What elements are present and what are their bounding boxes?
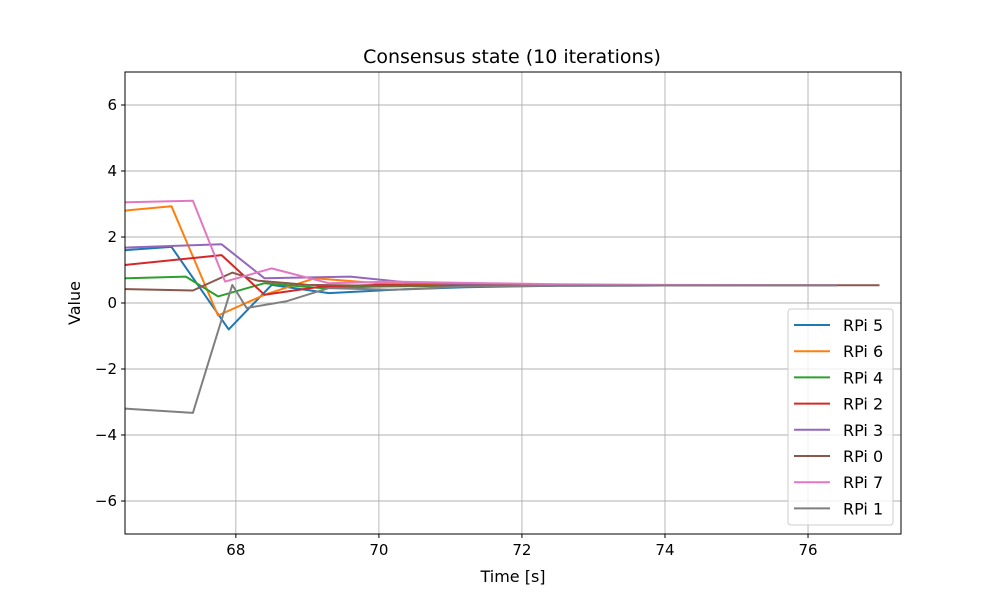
x-tick-label: 72 (512, 541, 531, 559)
legend-label: RPi 5 (843, 316, 883, 335)
series-lines (124, 199, 880, 414)
legend-label: RPi 7 (843, 473, 883, 492)
x-axis-label: Time [s] (479, 567, 545, 586)
y-tick-label: −4 (95, 426, 117, 444)
legend: RPi 5 RPi 6 RPi 4 RPi 2 RPi 3 RPi 0 RPi 7 RPi 1 (787, 308, 894, 526)
legend-label: RPi 0 (843, 447, 883, 466)
legend-item: RPi 4 (794, 368, 883, 387)
legend-item: RPi 6 (794, 342, 883, 361)
legend-item: RPi 7 (794, 473, 883, 492)
legend-label: RPi 6 (843, 342, 883, 361)
legend-item: RPi 3 (794, 421, 883, 440)
legend-label: RPi 2 (843, 395, 883, 414)
x-tick-label: 70 (369, 541, 388, 559)
legend-item: RPi 0 (794, 447, 883, 466)
chart-title: Consensus state (10 iterations) (363, 46, 661, 68)
x-tick-label: 74 (655, 541, 674, 559)
series-line-rpi-1 (124, 283, 837, 414)
legend-label: RPi 3 (843, 421, 883, 440)
legend-label: RPi 1 (843, 499, 883, 518)
legend-item: RPi 1 (794, 499, 883, 518)
legend-label: RPi 4 (843, 368, 883, 387)
legend-item: RPi 5 (794, 316, 883, 335)
y-axis-label: Value (65, 281, 84, 325)
plot-area (124, 71, 902, 535)
y-tick-label: 2 (107, 228, 117, 246)
y-axis: −6 −4 −2 0 2 4 6 (95, 96, 125, 510)
x-tick-label: 76 (798, 541, 817, 559)
x-tick-label: 68 (226, 541, 245, 559)
x-axis: 68 70 72 74 76 (226, 534, 818, 559)
legend-box (787, 308, 894, 526)
y-tick-label: 0 (107, 294, 117, 312)
legend-item: RPi 2 (794, 395, 883, 414)
y-tick-label: −2 (95, 360, 117, 378)
y-tick-label: 4 (107, 162, 117, 180)
y-tick-label: −6 (95, 492, 117, 510)
y-tick-label: 6 (107, 96, 117, 114)
